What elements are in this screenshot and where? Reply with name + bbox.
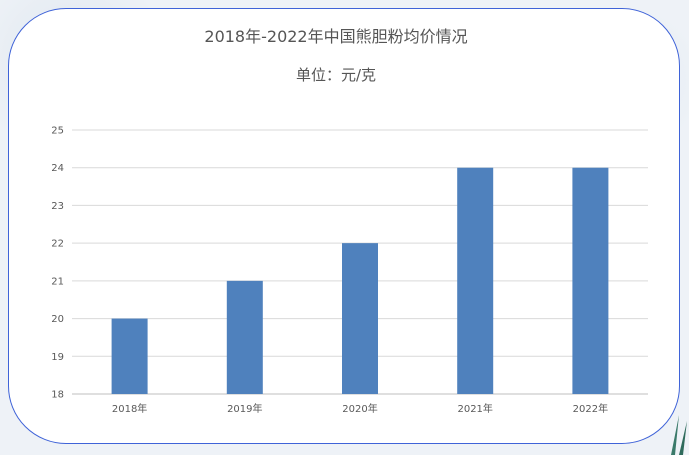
bar-5 bbox=[572, 167, 609, 394]
x-tick-label: 2021年 bbox=[457, 402, 492, 415]
y-tick-label: 23 bbox=[51, 201, 64, 212]
bars bbox=[111, 167, 609, 394]
x-tick-label: 2020年 bbox=[342, 402, 377, 415]
chart-subtitle: 单位：元/克 bbox=[296, 66, 376, 84]
x-tick-label: 2019年 bbox=[227, 402, 262, 415]
y-tick-label: 22 bbox=[51, 239, 64, 250]
chart-title: 2018年-2022年中国熊胆粉均价情况 bbox=[204, 27, 467, 46]
y-tick-label: 25 bbox=[51, 126, 64, 137]
bar-3 bbox=[342, 243, 378, 394]
bar-1 bbox=[111, 318, 148, 394]
y-tick-label: 24 bbox=[51, 163, 64, 174]
bar-4 bbox=[457, 167, 494, 394]
x-tick-label: 2022年 bbox=[573, 402, 608, 415]
x-axis-ticks: 2018年 2019年 2020年 2021年 2022年 bbox=[112, 402, 608, 415]
y-tick-label: 18 bbox=[51, 390, 64, 401]
leaf-decoration-icon bbox=[671, 415, 687, 455]
y-axis-ticks: 18 19 20 21 22 23 24 25 bbox=[51, 126, 64, 401]
y-tick-label: 19 bbox=[51, 352, 64, 363]
bar-2 bbox=[226, 280, 263, 394]
y-tick-label: 20 bbox=[51, 314, 64, 325]
y-tick-label: 21 bbox=[51, 276, 64, 287]
x-tick-label: 2018年 bbox=[112, 402, 147, 415]
